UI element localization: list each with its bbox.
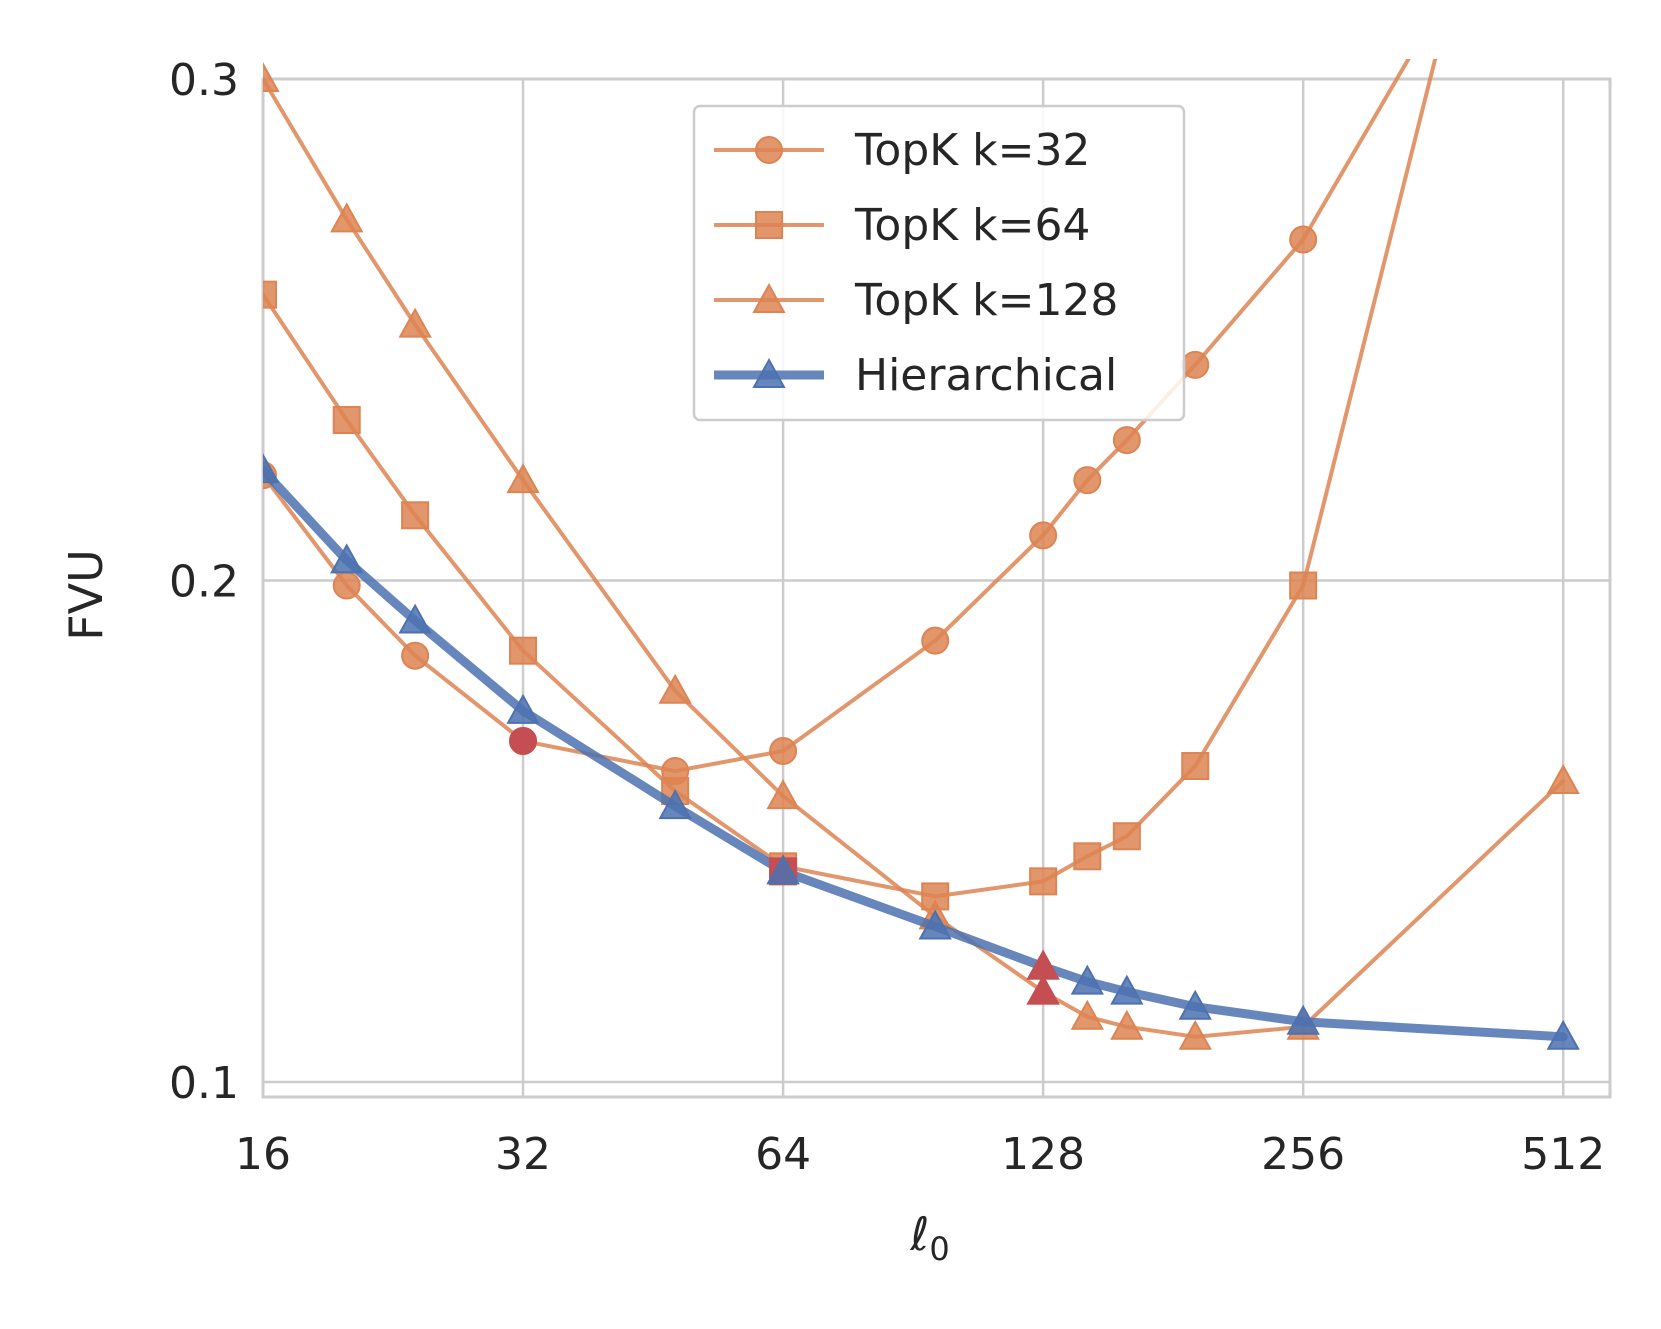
data-point	[1546, 1019, 1580, 1050]
y-axis-label: FVU	[59, 549, 113, 641]
legend-label: Hierarchical	[855, 350, 1117, 401]
x-tick-label: 32	[495, 1129, 551, 1180]
legend-box	[692, 104, 1186, 422]
legend-item: Hierarchical	[714, 350, 1117, 401]
data-point	[332, 571, 361, 600]
data-point	[1546, 764, 1580, 795]
data-point	[263, 61, 280, 92]
data-point	[506, 463, 540, 494]
legend-label: TopK k=64	[854, 200, 1090, 251]
data-point	[1289, 225, 1318, 254]
legend-marker	[755, 136, 783, 164]
data-point	[1181, 350, 1210, 379]
y-tick-label: 0.1	[169, 1058, 239, 1109]
data-point	[1112, 426, 1141, 455]
x-axis-label: ℓ0	[909, 1207, 949, 1268]
data-point	[1070, 999, 1104, 1030]
data-point	[401, 501, 430, 530]
data-point	[658, 789, 692, 820]
data-point	[1289, 571, 1318, 600]
x-tick-label: 128	[1001, 1129, 1085, 1180]
data-point	[330, 202, 364, 233]
legend-item: TopK k=32	[714, 125, 1090, 176]
legend-marker	[752, 282, 786, 313]
data-point	[1073, 466, 1102, 495]
legend: TopK k=32 TopK k=64 TopK k=128 Hierarchical	[692, 104, 1186, 422]
series-layer	[263, 59, 1580, 1050]
y-tick-label: 0.3	[169, 55, 239, 106]
data-point	[1073, 842, 1102, 871]
data-point	[658, 673, 692, 704]
data-point	[1286, 1004, 1320, 1035]
y-tick-label: 0.2	[169, 556, 239, 607]
data-point	[509, 636, 538, 665]
axis-ticks: 16 32 64 128 256 512 0.1 0.2 0.3	[169, 55, 1605, 1180]
data-point	[1029, 521, 1058, 550]
legend-label: TopK k=128	[854, 275, 1118, 326]
data-point	[1110, 974, 1144, 1005]
data-point	[766, 854, 800, 885]
highlight-point	[1026, 974, 1060, 1005]
highlight-point	[509, 726, 538, 755]
legend-marker	[755, 211, 783, 239]
data-point	[398, 307, 432, 338]
legend-label: TopK k=32	[854, 125, 1090, 176]
x-tick-label: 256	[1261, 1129, 1345, 1180]
data-point	[1110, 1009, 1144, 1040]
data-point	[263, 280, 277, 309]
data-point	[766, 779, 800, 810]
data-point	[506, 693, 540, 724]
data-point	[1178, 989, 1212, 1020]
data-point	[263, 453, 280, 484]
highlight-point	[1026, 949, 1060, 980]
data-point	[1178, 1019, 1212, 1050]
data-point	[1181, 752, 1210, 781]
legend-item: TopK k=64	[714, 200, 1090, 251]
x-tick-label: 16	[235, 1129, 291, 1180]
legend-item: TopK k=128	[714, 275, 1118, 326]
series-hierarchical	[263, 453, 1580, 1050]
data-point	[918, 909, 952, 940]
highlight-layer	[509, 726, 1060, 1005]
x-tick-label: 64	[755, 1129, 811, 1180]
data-point	[1070, 964, 1104, 995]
x-tick-label: 512	[1521, 1129, 1605, 1180]
data-point	[1029, 867, 1058, 896]
series-line	[263, 465, 1568, 1042]
x-axis-label-subscript: 0	[929, 1230, 949, 1268]
data-point	[769, 736, 798, 765]
data-point	[1112, 822, 1141, 851]
data-point	[401, 641, 430, 670]
data-point	[921, 626, 950, 655]
plot-frame	[261, 77, 1612, 1099]
data-point	[332, 406, 361, 435]
data-point	[330, 543, 364, 574]
legend-marker	[752, 357, 786, 388]
data-point	[398, 603, 432, 634]
